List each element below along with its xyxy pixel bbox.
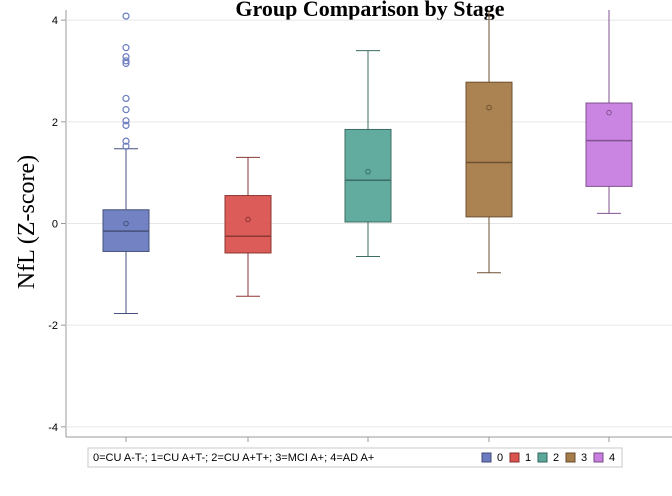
y-tick-label: -4 <box>48 422 58 434</box>
box-iqr <box>344 128 392 223</box>
mean-marker <box>486 104 492 111</box>
outlier-point <box>122 44 130 52</box>
plot-area: -4-202401234 <box>48 10 672 459</box>
y-tick-label: 4 <box>52 15 58 27</box>
outlier-point <box>122 117 130 125</box>
mean-marker <box>245 216 251 223</box>
box-iqr <box>585 102 633 187</box>
legend-entry-label: 4 <box>609 452 615 464</box>
mean-marker <box>123 220 129 227</box>
y-axis-label: NfL (Z-score) <box>14 155 40 289</box>
outlier-point <box>122 106 130 114</box>
outlier-point <box>122 53 130 61</box>
box-iqr <box>465 81 513 218</box>
box-0 <box>102 12 150 314</box>
outlier-point <box>122 12 130 20</box>
legend-swatch-4 <box>593 452 604 463</box>
box-3 <box>465 10 513 274</box>
legend-entry-label: 3 <box>581 452 587 464</box>
legend-swatch-1 <box>509 452 520 463</box>
mean-marker <box>365 168 371 175</box>
legend-entry-label: 0 <box>497 452 503 464</box>
outlier-point <box>122 59 130 67</box>
box-iqr <box>224 195 272 254</box>
outlier-point <box>122 121 130 129</box>
legend-swatch-2 <box>537 452 548 463</box>
legend-entry-label: 2 <box>553 452 559 464</box>
outlier-point <box>122 137 130 145</box>
y-tick-label: -2 <box>48 320 58 332</box>
outlier-point <box>122 57 130 65</box>
y-tick-label: 0 <box>52 219 58 231</box>
legend-description: 0=CU A-T-; 1=CU A+T-; 2=CU A+T+; 3=MCI A… <box>93 452 374 464</box>
y-tick-label: 2 <box>52 117 58 129</box>
box-1 <box>224 156 272 297</box>
box-2 <box>344 50 392 258</box>
legend-swatch-0 <box>481 452 492 463</box>
outlier-point <box>122 94 130 103</box>
legend: 0=CU A-T-; 1=CU A+T-; 2=CU A+T+; 3=MCI A… <box>87 447 623 468</box>
legend-swatch-3 <box>565 452 576 463</box>
boxes-group <box>102 10 633 314</box>
box-4 <box>585 10 633 214</box>
legend-entry-label: 1 <box>525 452 531 464</box>
mean-marker <box>606 109 612 116</box>
outlier-point <box>122 142 130 150</box>
chart-title: Group Comparison by Stage <box>235 0 504 21</box>
